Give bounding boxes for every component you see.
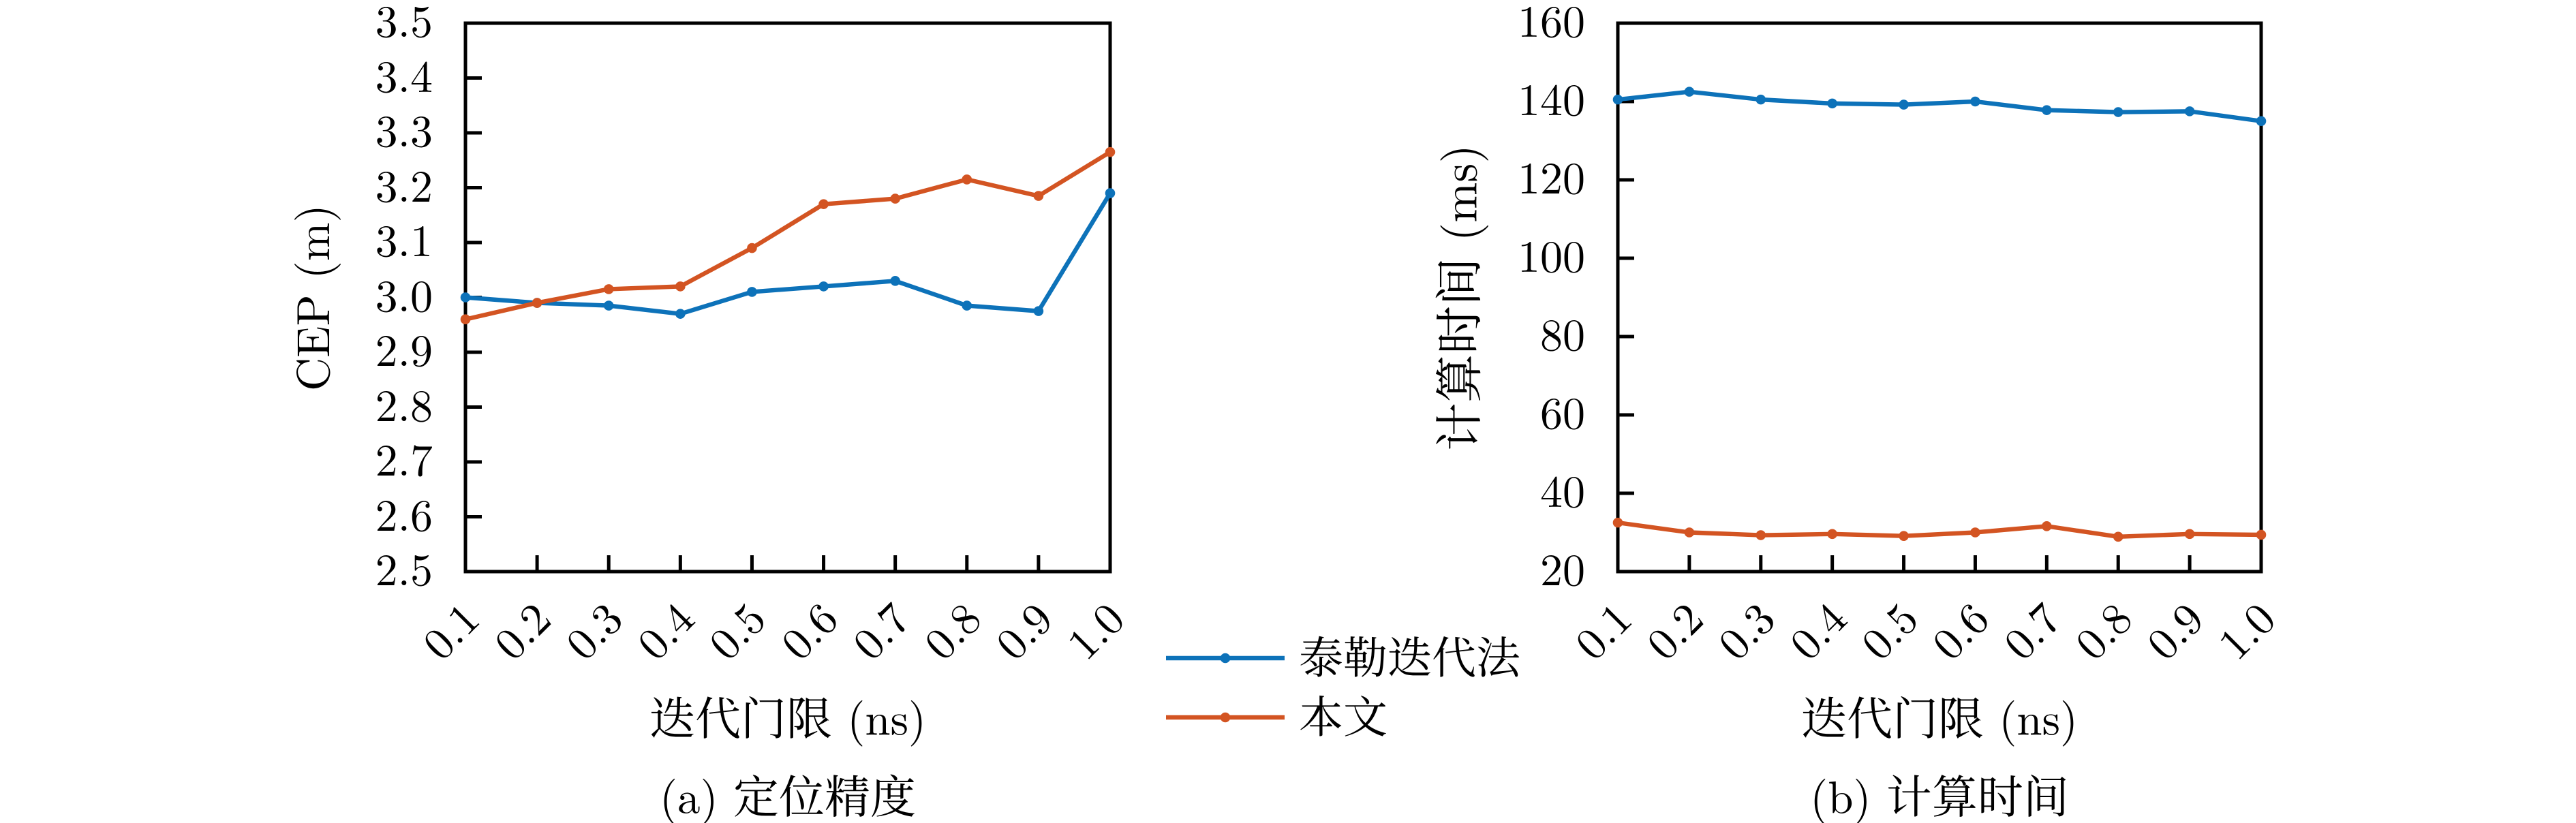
chart-a-series-0-marker (962, 300, 972, 311)
chart-a-xtick-label: 0.6 (764, 586, 850, 672)
chart-b-ytick-label: 40 (1540, 457, 1585, 521)
chart-a-series-0-marker (675, 309, 686, 319)
chart-a-series-0-marker (818, 281, 829, 292)
chart-a-series-1-marker (747, 243, 757, 253)
legend-label-proposed: 本文 (1299, 683, 1388, 746)
chart-a-series-1-marker (460, 314, 471, 325)
chart-b-xtick-label: 0.5 (1844, 586, 1931, 672)
chart-b-series-0-marker (2113, 107, 2123, 117)
chart-a-xtick-label: 0.9 (979, 586, 1065, 672)
chart-b-ytick-label: 100 (1518, 222, 1585, 285)
chart-b-series-0-marker (1827, 98, 1837, 109)
chart-a-series-0-marker (1105, 188, 1116, 198)
chart-a-ytick-label: 3.2 (375, 151, 433, 215)
chart-a-series-1-marker (532, 298, 542, 308)
chart-a-series-0-marker (747, 287, 757, 297)
chart-b-xtick-label: 0.7 (1987, 586, 2073, 672)
chart-a-xlabel: 迭代门限 (ns) (649, 683, 927, 749)
chart-a-series-0-marker (603, 300, 614, 311)
chart-b-xtick-label: 0.9 (2130, 586, 2216, 672)
chart-a-caption: (a) 定位精度 (660, 762, 916, 823)
chart-a-xtick-label: 0.8 (907, 586, 994, 672)
chart-a-series-1-marker (818, 199, 829, 209)
chart-a-xtick-label: 0.1 (406, 586, 492, 672)
legend-label-taylor: 泰勒迭代法 (1299, 623, 1521, 687)
chart-b-series-1-marker (2042, 521, 2052, 531)
chart-b-series-0-marker (1755, 94, 1766, 105)
chart-b-series-0-marker (2042, 105, 2052, 115)
chart-b-series-1-marker (1827, 529, 1837, 540)
chart-a-xtick-label: 0.7 (835, 586, 922, 672)
chart-a-series-0-line (465, 191, 1112, 316)
chart-b-xtick-label: 0.6 (1916, 586, 2002, 672)
chart-b-xtick-label: 0.3 (1701, 586, 1788, 672)
chart-b-ytick-label: 60 (1540, 379, 1585, 442)
chart-b-series-0-marker (1612, 94, 1623, 105)
chart-b-series-1-line (1617, 520, 2262, 540)
chart-b-series-0-marker (2184, 106, 2195, 117)
chart-b-caption: (b) 计算时间 (1810, 762, 2069, 823)
chart-a-series-1-marker (962, 174, 972, 185)
chart-a-xtick-label: 0.4 (621, 586, 707, 672)
chart-b-xtick-label: 0.2 (1629, 586, 1716, 672)
chart-b-xtick-label: 0.8 (2059, 586, 2145, 672)
chart-b-series-1-marker (1970, 527, 1980, 538)
legend-swatch-taylor-line-icon (1166, 653, 1285, 664)
chart-b-xlabel: 迭代门限 (ns) (1800, 683, 2079, 749)
chart-b-series-0-line (1617, 89, 2262, 123)
chart-b-series-1-marker (1755, 530, 1766, 540)
chart-b-series-1-marker (1899, 531, 1909, 541)
chart-b-series-0-marker (1684, 87, 1695, 97)
chart-b-series-1-marker (1684, 527, 1695, 538)
chart-b-ytick-label: 160 (1518, 0, 1585, 50)
chart-a-series-1-marker (603, 284, 614, 294)
chart-b-xtick-label: 0.4 (1773, 586, 1859, 672)
chart-a-series-0-marker (1033, 306, 1044, 316)
chart-a-ylabel: CEP (m) (277, 204, 343, 391)
chart-b-series-1-marker (2184, 529, 2195, 540)
chart-a-ytick-label: 3.4 (375, 42, 433, 106)
chart-a-ytick-label: 3.0 (375, 261, 433, 325)
chart-b-ytick-label: 140 (1518, 65, 1585, 129)
chart-b-series-1-marker (1612, 517, 1623, 528)
chart-b-xtick-label: 1.0 (2202, 586, 2288, 672)
chart-b-series-1-marker (2256, 529, 2267, 540)
chart-a-xtick-label: 0.5 (692, 586, 778, 672)
chart-b-xtick-label: 0.1 (1559, 586, 1644, 672)
chart-a-ytick-label: 2.6 (375, 480, 433, 544)
chart-a-ytick-label: 2.5 (375, 535, 433, 599)
chart-b-series-0-marker (2256, 116, 2267, 127)
legend-swatch-proposed-line-icon (1166, 712, 1285, 723)
chart-b-ytick-label: 80 (1540, 300, 1585, 364)
chart-a-series-0-marker (890, 276, 900, 286)
chart-b-series-0-marker (1899, 99, 1909, 110)
chart-b-ytick-label: 20 (1540, 535, 1585, 599)
chart-a-ytick-label: 2.9 (375, 316, 433, 379)
chart-a-series-0-marker (460, 292, 471, 302)
chart-a-series-1-marker (675, 281, 686, 292)
chart-b-series-0-marker (1970, 96, 1980, 107)
chart-a-xtick-label: 0.2 (478, 586, 564, 672)
chart-a-series-1-marker (890, 193, 900, 204)
chart-a-series-1-marker (1033, 191, 1044, 201)
chart-a-series-1-marker (1105, 146, 1116, 157)
chart-b-ylabel: 计算时间 (ms) (1422, 144, 1491, 451)
chart-b-plot-area (1612, 21, 2267, 574)
chart-a-xtick-label: 0.3 (549, 586, 635, 672)
chart-a-ytick-label: 3.5 (375, 0, 433, 50)
chart-a-plot-area (460, 21, 1116, 574)
chart-b-ytick-label: 120 (1518, 144, 1585, 207)
chart-a-ytick-label: 2.7 (375, 426, 433, 489)
chart-a-ytick-label: 2.8 (375, 371, 433, 435)
chart-a-ytick-label: 3.1 (375, 206, 433, 270)
chart-a-xtick-label: 1.0 (1051, 586, 1137, 672)
chart-b-series-1-marker (2113, 531, 2123, 542)
chart-a-ytick-label: 3.3 (375, 97, 433, 160)
chart-b-spines (1616, 21, 2263, 574)
chart-a-series-1-line (465, 150, 1111, 322)
chart-b-ticks (1616, 21, 2263, 574)
